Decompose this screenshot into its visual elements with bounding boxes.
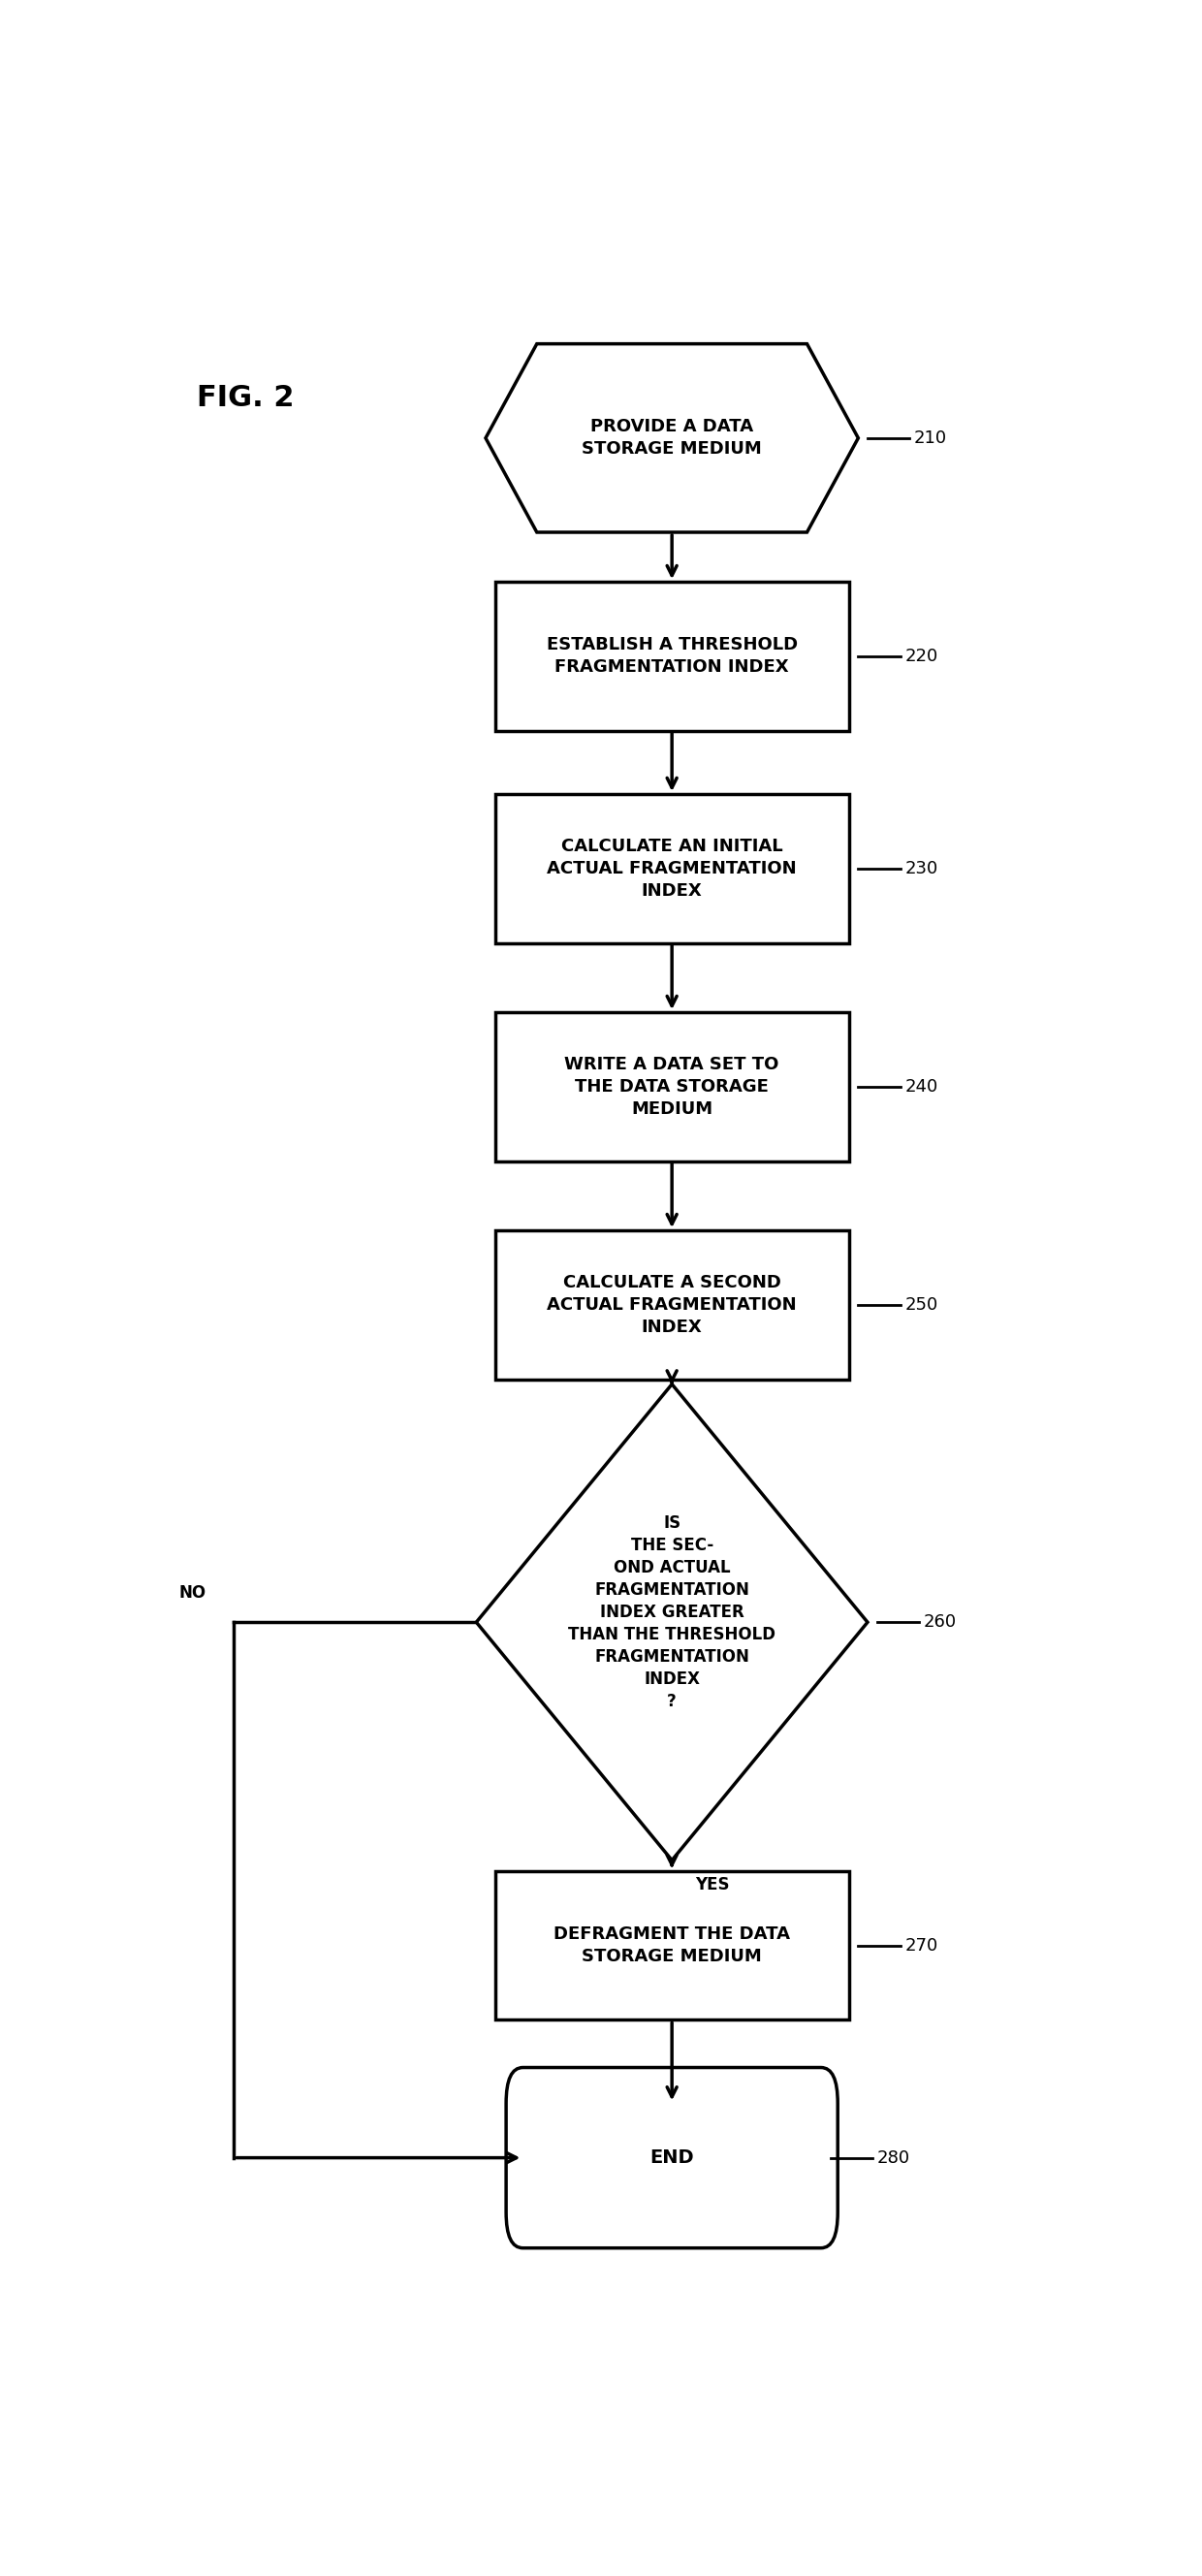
Text: END: END xyxy=(650,2148,694,2166)
Text: CALCULATE AN INITIAL
ACTUAL FRAGMENTATION
INDEX: CALCULATE AN INITIAL ACTUAL FRAGMENTATIO… xyxy=(547,837,797,899)
Text: 250: 250 xyxy=(905,1296,938,1314)
Bar xyxy=(495,582,849,732)
Text: NO: NO xyxy=(179,1584,207,1602)
Text: 270: 270 xyxy=(905,1937,938,1955)
Text: DEFRAGMENT THE DATA
STORAGE MEDIUM: DEFRAGMENT THE DATA STORAGE MEDIUM xyxy=(554,1927,790,1965)
Text: YES: YES xyxy=(695,1875,730,1893)
Polygon shape xyxy=(476,1383,868,1860)
Text: 230: 230 xyxy=(905,860,938,878)
Text: 280: 280 xyxy=(877,2148,910,2166)
FancyBboxPatch shape xyxy=(506,2069,838,2249)
Text: ESTABLISH A THRESHOLD
FRAGMENTATION INDEX: ESTABLISH A THRESHOLD FRAGMENTATION INDE… xyxy=(547,636,797,675)
Text: FIG. 2: FIG. 2 xyxy=(197,384,294,412)
Bar xyxy=(495,793,849,943)
Polygon shape xyxy=(486,343,858,533)
Text: 220: 220 xyxy=(905,647,938,665)
Text: CALCULATE A SECOND
ACTUAL FRAGMENTATION
INDEX: CALCULATE A SECOND ACTUAL FRAGMENTATION … xyxy=(547,1275,797,1337)
Text: WRITE A DATA SET TO
THE DATA STORAGE
MEDIUM: WRITE A DATA SET TO THE DATA STORAGE MED… xyxy=(565,1056,779,1118)
Bar xyxy=(495,1870,849,2020)
Text: 260: 260 xyxy=(923,1613,957,1631)
Text: 240: 240 xyxy=(905,1077,938,1095)
Bar xyxy=(495,1231,849,1378)
Text: 210: 210 xyxy=(915,430,947,446)
Text: PROVIDE A DATA
STORAGE MEDIUM: PROVIDE A DATA STORAGE MEDIUM xyxy=(582,417,762,459)
Text: IS
THE SEC-
OND ACTUAL
FRAGMENTATION
INDEX GREATER
THAN THE THRESHOLD
FRAGMENTAT: IS THE SEC- OND ACTUAL FRAGMENTATION IND… xyxy=(569,1515,775,1710)
Bar xyxy=(495,1012,849,1162)
